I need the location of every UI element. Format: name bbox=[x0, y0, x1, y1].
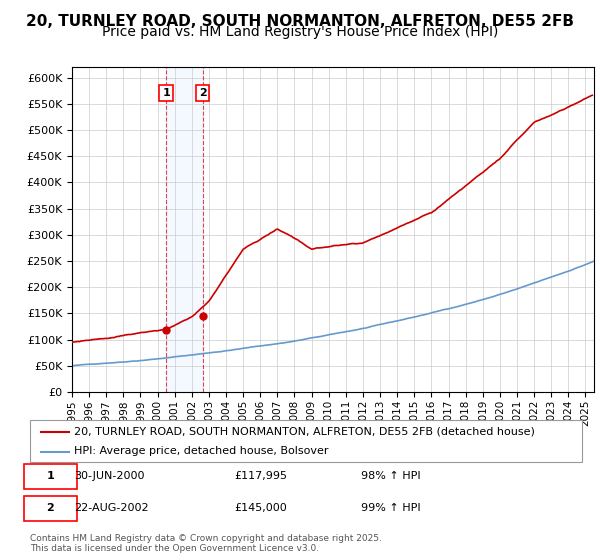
Text: 98% ↑ HPI: 98% ↑ HPI bbox=[361, 471, 421, 481]
Text: £117,995: £117,995 bbox=[234, 471, 287, 481]
Text: 22-AUG-2002: 22-AUG-2002 bbox=[74, 503, 149, 514]
Text: 30-JUN-2000: 30-JUN-2000 bbox=[74, 471, 145, 481]
Text: 1: 1 bbox=[162, 88, 170, 98]
Text: Contains HM Land Registry data © Crown copyright and database right 2025.
This d: Contains HM Land Registry data © Crown c… bbox=[30, 534, 382, 553]
Text: 99% ↑ HPI: 99% ↑ HPI bbox=[361, 503, 421, 514]
Text: 2: 2 bbox=[199, 88, 206, 98]
Text: 20, TURNLEY ROAD, SOUTH NORMANTON, ALFRETON, DE55 2FB: 20, TURNLEY ROAD, SOUTH NORMANTON, ALFRE… bbox=[26, 14, 574, 29]
Text: 2: 2 bbox=[47, 503, 54, 514]
FancyBboxPatch shape bbox=[25, 496, 77, 521]
FancyBboxPatch shape bbox=[25, 464, 77, 489]
FancyBboxPatch shape bbox=[30, 420, 582, 462]
Text: 20, TURNLEY ROAD, SOUTH NORMANTON, ALFRETON, DE55 2FB (detached house): 20, TURNLEY ROAD, SOUTH NORMANTON, ALFRE… bbox=[74, 427, 535, 437]
Text: 1: 1 bbox=[47, 471, 54, 481]
Text: £145,000: £145,000 bbox=[234, 503, 287, 514]
Text: Price paid vs. HM Land Registry's House Price Index (HPI): Price paid vs. HM Land Registry's House … bbox=[102, 25, 498, 39]
Bar bbox=[166, 67, 203, 392]
Text: HPI: Average price, detached house, Bolsover: HPI: Average price, detached house, Bols… bbox=[74, 446, 329, 456]
